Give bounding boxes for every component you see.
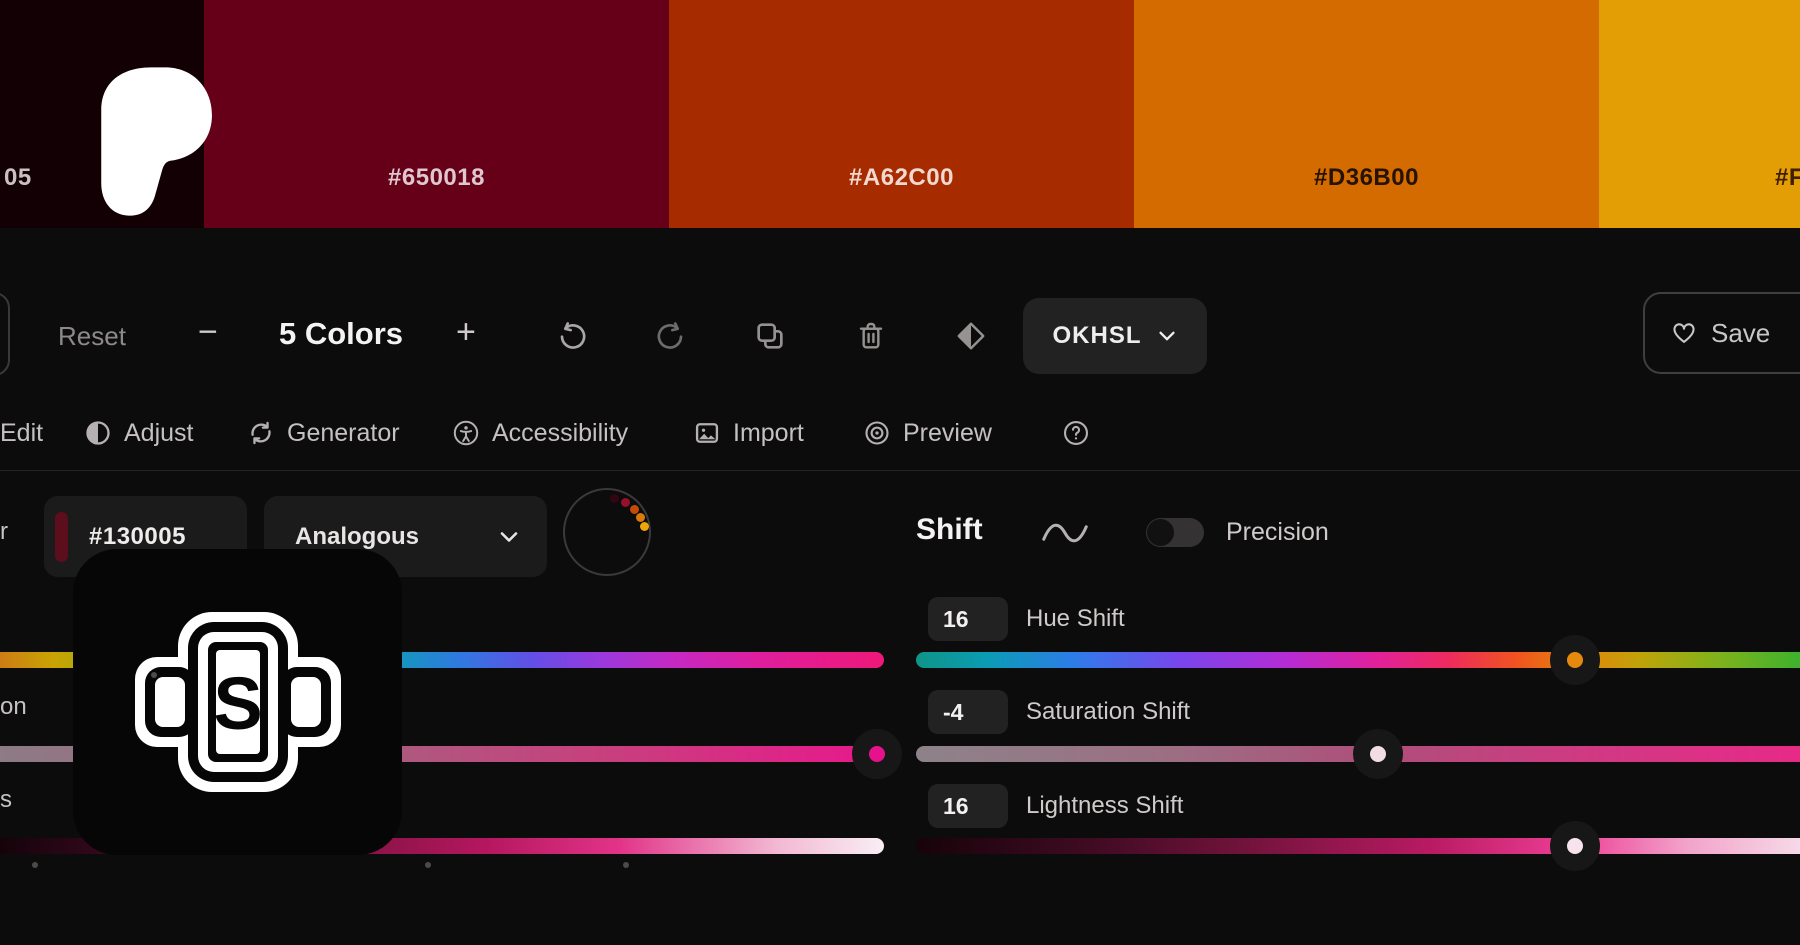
palette-swatch-strip: 05 #650018 #A62C00 #D36B00 #F — [0, 0, 1800, 228]
color-wheel[interactable] — [563, 488, 651, 576]
eye-icon — [865, 421, 889, 445]
wheel-color-dot — [640, 522, 649, 531]
color-count-label: 5 Colors — [278, 316, 404, 351]
contrast-diamond-icon[interactable] — [955, 320, 987, 352]
lightness-shift-slider[interactable] — [916, 821, 1800, 871]
slider-notch-marker — [32, 862, 38, 868]
toggle-knob — [1147, 519, 1174, 546]
undo-icon[interactable] — [556, 320, 588, 352]
sine-wave-icon[interactable] — [1040, 518, 1090, 548]
s-logo-icon: S — [135, 612, 341, 792]
palette-swatch-2[interactable]: #650018 — [204, 0, 669, 228]
swatch-hex-label: #A62C00 — [849, 164, 954, 191]
lightness-shift-value-input[interactable]: 16 — [928, 784, 1008, 828]
tab-adjust[interactable]: Adjust — [84, 417, 193, 449]
tab-import-label: Import — [733, 418, 804, 447]
palette-swatch-5[interactable]: #F — [1599, 0, 1800, 228]
tab-generator-label: Generator — [287, 418, 400, 447]
lightness-shift-label: Lightness Shift — [1026, 792, 1184, 819]
tab-accessibility-label: Accessibility — [492, 418, 629, 447]
cut-off-label-color: r — [0, 518, 8, 545]
wheel-color-dot — [636, 513, 645, 522]
precision-label: Precision — [1226, 518, 1329, 546]
slider-notch-marker — [623, 862, 629, 868]
swatch-hex-label: 05 — [4, 164, 32, 191]
hue-shift-value-input[interactable]: 16 — [928, 597, 1008, 641]
hue-shift-handle[interactable] — [1549, 635, 1600, 685]
slider-notch-marker — [425, 862, 431, 868]
image-icon — [695, 423, 719, 443]
hex-value: #130005 — [89, 522, 186, 550]
swatch-hex-label: #650018 — [388, 164, 485, 191]
cut-off-button-left-edge[interactable] — [0, 292, 10, 376]
help-button[interactable] — [1062, 417, 1090, 449]
s-app-logo-card: S — [73, 549, 402, 855]
add-color-button[interactable]: + — [456, 313, 476, 351]
saturation-shift-value-input[interactable]: -4 — [928, 690, 1008, 734]
chevron-down-icon — [1158, 331, 1175, 341]
color-mode-value: OKHSL — [1052, 322, 1142, 349]
reset-button[interactable]: Reset — [58, 321, 126, 351]
saturation-left-handle[interactable] — [852, 729, 902, 779]
copy-icon[interactable] — [754, 320, 786, 352]
saturation-shift-handle[interactable] — [1353, 729, 1404, 779]
tab-edit[interactable]: Edit — [0, 417, 43, 449]
harmony-dropdown[interactable]: Analogous — [264, 496, 547, 577]
heart-icon — [1673, 323, 1695, 343]
hue-shift-label: Hue Shift — [1026, 605, 1125, 632]
s-logo-letter: S — [213, 662, 262, 745]
shift-section-title: Shift — [916, 513, 983, 546]
tab-preview[interactable]: Preview — [863, 417, 992, 449]
wheel-color-dot — [630, 505, 639, 514]
swatch-hex-label: #F — [1775, 164, 1800, 191]
wheel-color-dot — [610, 494, 619, 503]
handle-dot — [869, 746, 885, 762]
slider-notch-marker — [151, 672, 157, 678]
save-button[interactable]: Save — [1643, 292, 1800, 374]
tab-edit-label: Edit — [0, 418, 44, 447]
trash-icon[interactable] — [855, 320, 887, 352]
saturation-shift-label: Saturation Shift — [1026, 698, 1191, 725]
accessibility-person-icon — [453, 420, 479, 446]
cut-off-label-saturation: on — [0, 693, 27, 720]
palette-swatch-4[interactable]: #D36B00 — [1134, 0, 1599, 228]
precision-toggle[interactable] — [1146, 518, 1204, 547]
handle-dot — [1370, 746, 1387, 762]
tab-adjust-label: Adjust — [124, 418, 194, 447]
harmony-value: Analogous — [295, 522, 419, 550]
section-divider — [0, 470, 1800, 471]
tab-accessibility[interactable]: Accessibility — [452, 417, 628, 449]
half-circle-icon — [86, 421, 110, 445]
save-label: Save — [1711, 317, 1771, 348]
handle-dot — [1566, 838, 1583, 854]
lightness-shift-handle[interactable] — [1549, 821, 1600, 871]
color-preview-pill — [55, 511, 68, 562]
palette-swatch-3[interactable]: #A62C00 — [669, 0, 1134, 228]
remove-color-button[interactable]: − — [198, 313, 218, 351]
tab-generator[interactable]: Generator — [247, 417, 400, 449]
color-mode-dropdown[interactable]: OKHSL — [1023, 298, 1207, 374]
handle-dot — [1566, 652, 1583, 668]
cycle-arrows-icon — [251, 421, 271, 445]
hue-shift-slider[interactable] — [916, 635, 1800, 685]
cut-off-label-lightness: s — [0, 786, 12, 813]
help-circle-icon — [1063, 420, 1089, 446]
patreon-blob-logo — [101, 67, 212, 216]
redo-icon[interactable] — [655, 320, 687, 352]
chevron-down-icon — [500, 531, 518, 542]
tab-preview-label: Preview — [903, 418, 992, 447]
swatch-hex-label: #D36B00 — [1314, 164, 1419, 191]
tab-import[interactable]: Import — [693, 417, 804, 449]
wheel-color-dot — [621, 498, 630, 507]
saturation-shift-slider[interactable] — [916, 729, 1800, 779]
